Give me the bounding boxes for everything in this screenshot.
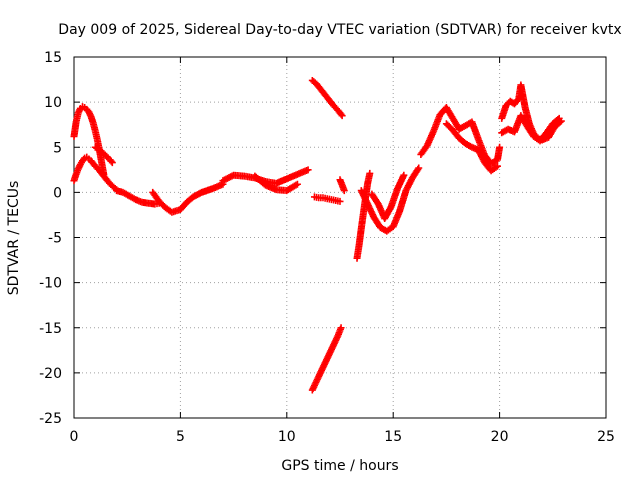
data-point	[400, 171, 408, 179]
y-tick-label: 5	[53, 140, 62, 156]
x-tick-label: 10	[278, 429, 296, 445]
y-tick-label: 15	[44, 50, 62, 66]
y-tick-label: -5	[48, 231, 62, 247]
y-axis-label: SDTVAR / TECUs	[6, 181, 22, 296]
data-point	[415, 164, 423, 172]
y-tick-label: 10	[44, 95, 62, 111]
data-point	[554, 115, 562, 123]
y-tick-label: -10	[39, 276, 62, 292]
y-tick-label: -20	[39, 366, 62, 382]
ticks: 0 5 10 15 20 25 -25 -20 -15 -10 -5 0 5 10 15	[39, 50, 615, 445]
data-point	[340, 187, 348, 195]
data-point	[337, 324, 345, 332]
y-tick-label: -25	[39, 411, 62, 427]
data-point	[555, 114, 563, 122]
data-point	[414, 165, 422, 173]
y-tick-label: -15	[39, 321, 62, 337]
data-point	[493, 162, 501, 170]
chart-title: Day 009 of 2025, Sidereal Day-to-day VTE…	[58, 22, 621, 38]
x-tick-label: 20	[491, 429, 509, 445]
data-point	[108, 159, 116, 167]
data-point	[293, 180, 301, 188]
data-point	[304, 166, 312, 174]
data-point	[338, 112, 346, 120]
data-point	[103, 153, 111, 161]
data-point	[107, 157, 115, 165]
data-point	[292, 181, 300, 189]
y-tick-label: 0	[53, 185, 62, 201]
data-point	[336, 197, 344, 205]
data-point	[366, 169, 374, 177]
x-tick-label: 5	[176, 429, 185, 445]
x-tick-label: 25	[597, 429, 615, 445]
data-point	[337, 110, 345, 118]
data-points	[70, 76, 565, 394]
x-axis-label: GPS time / hours	[281, 458, 398, 474]
x-tick-label: 0	[70, 429, 79, 445]
x-tick-label: 15	[384, 429, 402, 445]
data-point	[496, 143, 504, 151]
grid	[74, 57, 606, 418]
